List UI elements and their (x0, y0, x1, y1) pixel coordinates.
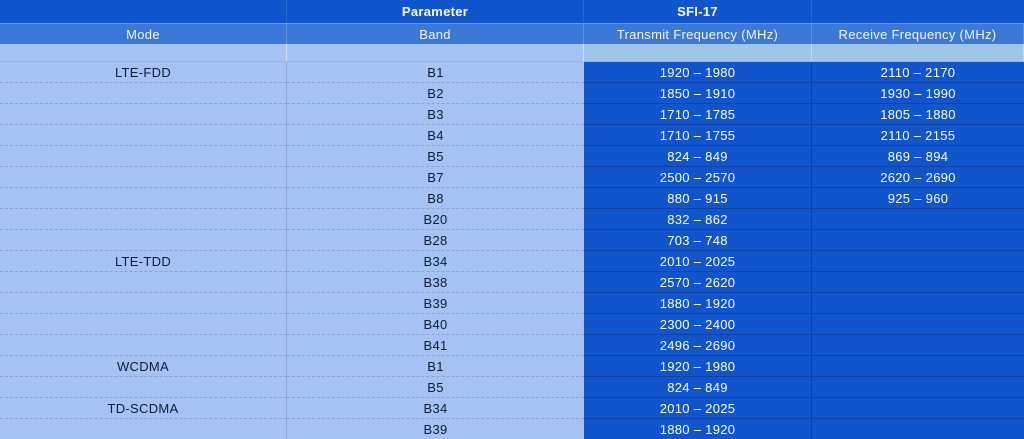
transmit-frequency-cell: 2496 – 2690 (584, 335, 812, 356)
mode-cell (0, 188, 287, 209)
band-cell: B5 (287, 377, 584, 398)
transmit-frequency-cell: 1850 – 1910 (584, 83, 812, 104)
transmit-frequency-cell: 824 – 849 (584, 146, 812, 167)
band-cell: B7 (287, 167, 584, 188)
device-name-header-cell: SFI-17 (584, 0, 812, 23)
receive-frequency-cell (812, 209, 1024, 230)
band-cell: B40 (287, 314, 584, 335)
band-cell: B39 (287, 419, 584, 439)
mode-cell (0, 209, 287, 230)
mode-cell (0, 146, 287, 167)
spacer-cell-transmit (584, 44, 812, 62)
receive-frequency-cell (812, 251, 1024, 272)
receive-frequency-cell (812, 335, 1024, 356)
mode-cell (0, 230, 287, 251)
receive-frequency-cell: 925 – 960 (812, 188, 1024, 209)
receive-frequency-column-header: Receive Frequency (MHz) (812, 23, 1024, 44)
band-cell: B38 (287, 272, 584, 293)
transmit-frequency-cell: 824 – 849 (584, 377, 812, 398)
transmit-frequency-column-header: Transmit Frequency (MHz) (584, 23, 812, 44)
mode-cell (0, 335, 287, 356)
band-cell: B3 (287, 104, 584, 125)
band-cell: B1 (287, 62, 584, 83)
transmit-frequency-cell: 2300 – 2400 (584, 314, 812, 335)
mode-column-header: Mode (0, 23, 287, 44)
band-cell: B8 (287, 188, 584, 209)
receive-frequency-cell (812, 356, 1024, 377)
band-cell: B5 (287, 146, 584, 167)
band-cell: B41 (287, 335, 584, 356)
transmit-frequency-cell: 2010 – 2025 (584, 251, 812, 272)
spacer-cell-receive (812, 44, 1024, 62)
band-cell: B20 (287, 209, 584, 230)
mode-cell (0, 125, 287, 146)
receive-frequency-cell (812, 230, 1024, 251)
transmit-frequency-cell: 703 – 748 (584, 230, 812, 251)
transmit-frequency-cell: 1920 – 1980 (584, 356, 812, 377)
mode-cell (0, 377, 287, 398)
mode-cell: TD-SCDMA (0, 398, 287, 419)
receive-frequency-cell (812, 293, 1024, 314)
mode-cell (0, 167, 287, 188)
header-empty-cell (812, 0, 1024, 23)
band-cell: B4 (287, 125, 584, 146)
mode-cell (0, 83, 287, 104)
transmit-frequency-cell: 1880 – 1920 (584, 293, 812, 314)
mode-cell (0, 293, 287, 314)
mode-cell: LTE-TDD (0, 251, 287, 272)
band-cell: B34 (287, 251, 584, 272)
receive-frequency-cell (812, 419, 1024, 439)
transmit-frequency-cell: 880 – 915 (584, 188, 812, 209)
transmit-frequency-cell: 2010 – 2025 (584, 398, 812, 419)
band-cell: B39 (287, 293, 584, 314)
transmit-frequency-cell: 2500 – 2570 (584, 167, 812, 188)
mode-cell: WCDMA (0, 356, 287, 377)
band-cell: B2 (287, 83, 584, 104)
header-corner-cell (0, 0, 287, 23)
transmit-frequency-cell: 1920 – 1980 (584, 62, 812, 83)
receive-frequency-cell: 1805 – 1880 (812, 104, 1024, 125)
transmit-frequency-cell: 2570 – 2620 (584, 272, 812, 293)
parameter-header-cell: Parameter (287, 0, 584, 23)
spacer-cell-mode (0, 44, 287, 62)
receive-frequency-cell (812, 398, 1024, 419)
transmit-frequency-cell: 1880 – 1920 (584, 419, 812, 439)
receive-frequency-cell: 2110 – 2170 (812, 62, 1024, 83)
transmit-frequency-cell: 1710 – 1785 (584, 104, 812, 125)
mode-cell (0, 419, 287, 439)
mode-cell (0, 104, 287, 125)
transmit-frequency-cell: 1710 – 1755 (584, 125, 812, 146)
band-cell: B1 (287, 356, 584, 377)
spacer-cell-band (287, 44, 584, 62)
receive-frequency-cell: 2110 – 2155 (812, 125, 1024, 146)
band-column-header: Band (287, 23, 584, 44)
receive-frequency-cell: 1930 – 1990 (812, 83, 1024, 104)
mode-cell (0, 272, 287, 293)
band-cell: B34 (287, 398, 584, 419)
mode-cell: LTE-FDD (0, 62, 287, 83)
receive-frequency-cell (812, 377, 1024, 398)
receive-frequency-cell (812, 314, 1024, 335)
receive-frequency-cell (812, 272, 1024, 293)
band-cell: B28 (287, 230, 584, 251)
receive-frequency-cell: 2620 – 2690 (812, 167, 1024, 188)
receive-frequency-cell: 869 – 894 (812, 146, 1024, 167)
transmit-frequency-cell: 832 – 862 (584, 209, 812, 230)
mode-cell (0, 314, 287, 335)
